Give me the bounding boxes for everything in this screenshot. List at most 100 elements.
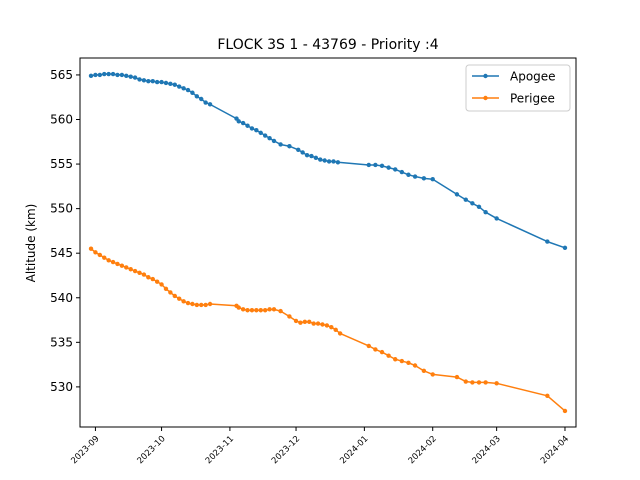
data-point: [307, 319, 312, 325]
data-point: [399, 358, 405, 364]
data-point: [172, 293, 177, 299]
data-point: [159, 79, 164, 85]
data-point: [267, 307, 272, 312]
data-point: [245, 308, 250, 313]
data-point: [278, 308, 283, 314]
data-point: [386, 165, 391, 170]
data-point: [293, 318, 299, 324]
data-point: [470, 201, 475, 206]
y-tick-label: 560: [50, 113, 73, 127]
data-point: [93, 72, 98, 78]
data-point: [463, 379, 468, 384]
data-point: [476, 204, 482, 210]
y-tick-label: 540: [50, 291, 73, 305]
data-point: [322, 158, 327, 163]
data-point: [185, 300, 191, 306]
data-point: [146, 275, 151, 280]
data-point: [150, 276, 155, 282]
data-point: [119, 263, 125, 268]
data-point: [168, 81, 173, 87]
data-point: [115, 261, 120, 267]
data-point: [271, 307, 277, 312]
y-tick-label: 555: [50, 157, 73, 171]
data-point: [146, 78, 151, 84]
y-tick-label: 550: [50, 202, 73, 216]
data-point: [271, 138, 277, 144]
data-point: [337, 331, 343, 336]
data-point: [88, 246, 94, 251]
data-point: [163, 80, 169, 86]
data-point: [207, 301, 213, 307]
data-point: [124, 265, 129, 270]
legend-swatch-marker: [483, 73, 488, 79]
data-point: [203, 302, 208, 308]
data-point: [320, 322, 325, 327]
data-point: [159, 282, 164, 287]
y-tick-label: 545: [50, 246, 73, 260]
data-point: [399, 169, 405, 175]
data-point: [97, 72, 103, 78]
data-point: [115, 72, 120, 78]
data-point: [494, 381, 499, 386]
data-point: [177, 296, 182, 301]
axes-frame: [79, 57, 577, 428]
y-axis: 530 535 540 545 550 555 560 565: [50, 68, 80, 394]
data-point: [267, 136, 272, 141]
data-point: [177, 84, 182, 89]
data-point: [168, 290, 173, 295]
data-point: [207, 102, 213, 107]
data-point: [258, 130, 263, 136]
data-point: [163, 286, 169, 292]
y-tick-label: 530: [50, 380, 73, 394]
series-perigee: [88, 246, 568, 414]
data-point: [154, 279, 160, 284]
data-point: [386, 353, 391, 358]
data-point: [236, 119, 241, 124]
data-point: [562, 408, 568, 414]
data-point: [93, 250, 98, 255]
data-point: [304, 152, 310, 158]
data-point: [483, 210, 488, 215]
data-point: [406, 360, 411, 366]
data-point: [154, 79, 160, 85]
data-point: [254, 128, 259, 133]
data-point: [309, 153, 314, 159]
data-point: [102, 255, 107, 260]
data-point: [421, 368, 427, 374]
plot-area: [88, 71, 568, 414]
data-point: [393, 167, 398, 172]
data-point: [430, 372, 435, 377]
data-point: [318, 157, 323, 162]
data-point: [379, 349, 385, 355]
y-tick-label: 565: [50, 68, 73, 82]
data-point: [412, 363, 418, 368]
data-point: [373, 162, 378, 168]
data-point: [194, 94, 200, 99]
data-point: [194, 302, 200, 308]
data-point: [137, 270, 142, 275]
data-point: [245, 123, 250, 128]
data-point: [102, 71, 107, 77]
data-point: [313, 155, 319, 161]
data-point: [181, 299, 186, 304]
data-point: [132, 75, 138, 80]
data-point: [110, 259, 116, 265]
data-point: [335, 160, 341, 165]
data-point: [366, 343, 371, 349]
data-point: [240, 120, 246, 126]
legend-label: Apogee: [510, 70, 556, 84]
data-point: [311, 321, 316, 326]
data-point: [483, 380, 488, 385]
data-point: [494, 216, 499, 221]
data-point: [300, 150, 305, 155]
data-point: [278, 142, 283, 147]
data-point: [124, 73, 129, 79]
data-point: [333, 327, 338, 333]
data-point: [287, 314, 292, 319]
data-point: [373, 347, 378, 352]
data-point: [190, 90, 195, 95]
data-point: [88, 73, 94, 79]
data-point: [106, 258, 111, 263]
data-point: [302, 319, 308, 325]
